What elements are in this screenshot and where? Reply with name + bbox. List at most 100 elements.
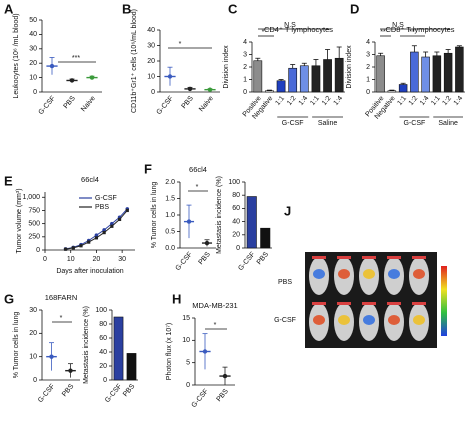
- signal: [388, 269, 400, 279]
- y-tick-label: 2.0: [165, 179, 175, 186]
- y-tick-label: 0: [151, 89, 155, 96]
- tag: [337, 256, 351, 259]
- y-tick-label: 60: [99, 335, 107, 342]
- panel: B 0 10 20 30 40 CD11b⁺Gr1⁺ cells (10⁶/mL blood…: [122, 1, 220, 116]
- chart-title: CD8⁺ T lymphocytes: [385, 25, 454, 34]
- panel-letter: J: [284, 203, 291, 218]
- x-tick-label: 1:1: [274, 95, 286, 107]
- bar: [443, 52, 453, 93]
- annotation: **: [409, 29, 415, 36]
- panel: H MDA-MB-231 0 5 10 15 Photon flux (x 10⁷) * G-C…: [166, 291, 238, 409]
- signal: [313, 315, 325, 325]
- series-line: [65, 208, 128, 250]
- y-tick-label: 1,000: [22, 194, 40, 201]
- y-tick-label: 30: [147, 42, 155, 49]
- x-tick-label: 1:2: [321, 95, 333, 107]
- x-tick-label: G-CSF: [175, 251, 194, 272]
- group-label: G-CSF: [403, 120, 425, 127]
- y-tick-label: 60: [232, 205, 240, 212]
- point: [110, 221, 114, 226]
- y-tick-label: 3: [243, 51, 247, 58]
- annotation: *: [262, 29, 265, 36]
- panel-letter: D: [350, 1, 359, 16]
- bar: [265, 90, 274, 93]
- bar: [323, 59, 332, 93]
- y-tick-label: 0: [243, 89, 247, 96]
- bar: [260, 227, 271, 249]
- x-tick-label: 1:4: [333, 95, 345, 107]
- signal: [338, 315, 350, 325]
- panel: F 66cl4 0.0 0.5 1.0 1.5 2.0 % Tumor cells in lu…: [144, 161, 216, 272]
- y-tick-label: 40: [99, 349, 107, 356]
- x-axis-label: Days after inoculation: [56, 268, 123, 275]
- signal: [363, 269, 375, 279]
- panel: J PBS G-CSF: [274, 203, 465, 348]
- y-tick-label: 500: [28, 220, 40, 227]
- y-tick-label: 0.0: [165, 245, 175, 252]
- x-tick-label: 0: [43, 256, 47, 263]
- signal: [388, 315, 400, 325]
- y-tick-label: 0: [33, 377, 37, 384]
- x-tick-label: 1:2: [408, 95, 420, 107]
- y-axis-label: Tumor volume (mm³): [16, 188, 23, 253]
- series-line: [65, 210, 128, 250]
- y-tick-label: 0: [366, 89, 370, 96]
- x-tick-label: PBS: [122, 383, 137, 398]
- y-tick-label: 750: [28, 207, 40, 214]
- y-axis-label: % Tumor cells in lung: [13, 312, 20, 379]
- y-axis-label: Division index: [346, 45, 353, 89]
- y-tick-label: 0.5: [165, 228, 175, 235]
- group-label: Saline: [438, 120, 458, 127]
- x-tick-label: 1:4: [298, 95, 310, 107]
- panel-letter: F: [144, 161, 152, 176]
- y-axis-label: % Tumor cells in lung: [151, 182, 158, 249]
- row-label: G-CSF: [274, 317, 296, 324]
- signal: [338, 269, 350, 279]
- x-tick-label: G-CSF: [237, 251, 256, 272]
- x-tick-label: 10: [67, 256, 75, 263]
- y-tick-label: 30: [29, 307, 37, 314]
- y-tick-label: 20: [29, 330, 37, 337]
- bar: [376, 55, 385, 93]
- panel-letter: E: [4, 173, 13, 188]
- x-tick-label: Naive: [198, 95, 215, 113]
- y-tick-label: 0: [33, 89, 37, 96]
- bar: [398, 84, 408, 93]
- bar: [421, 56, 430, 93]
- x-tick-label: PBS: [198, 251, 213, 266]
- x-tick-label: PBS: [256, 251, 271, 266]
- point: [102, 231, 106, 235]
- point: [94, 236, 99, 240]
- point: [102, 228, 106, 232]
- y-tick-label: 2: [366, 64, 370, 71]
- panel-letter: H: [172, 291, 181, 306]
- chart-title: 168FARN: [45, 293, 78, 302]
- x-tick-label: 1:2: [286, 95, 298, 107]
- tag: [412, 256, 426, 259]
- tag: [362, 302, 376, 305]
- y-axis-label: CD11b⁺Gr1⁺ cells (10⁶/mL blood): [131, 9, 138, 113]
- panel-letter: C: [228, 1, 238, 16]
- x-tick-label: G-CSF: [104, 383, 123, 404]
- point: [94, 233, 99, 238]
- legend-label: PBS: [95, 204, 109, 211]
- point: [71, 246, 75, 250]
- panel: 0 20 40 60 80 100 Metastasis incidence (%) G-CS…: [216, 176, 272, 272]
- y-axis-label: Metastasis incidence (%): [83, 306, 90, 384]
- y-tick-label: 100: [228, 179, 240, 186]
- y-tick-label: 40: [29, 31, 37, 38]
- annotation: *: [179, 41, 182, 48]
- annotation: ***: [72, 55, 80, 62]
- bar: [299, 65, 309, 93]
- y-axis-label: Division index: [223, 45, 230, 89]
- x-tick-label: G-CSF: [191, 388, 210, 409]
- chart-title: 66cl4: [189, 165, 207, 174]
- bar: [253, 60, 263, 93]
- x-tick-label: 20: [93, 256, 101, 263]
- y-tick-label: 0: [36, 247, 40, 254]
- panel-letter: B: [122, 1, 131, 16]
- y-tick-label: 0: [236, 245, 240, 252]
- y-tick-label: 20: [29, 60, 37, 67]
- bar: [276, 80, 286, 93]
